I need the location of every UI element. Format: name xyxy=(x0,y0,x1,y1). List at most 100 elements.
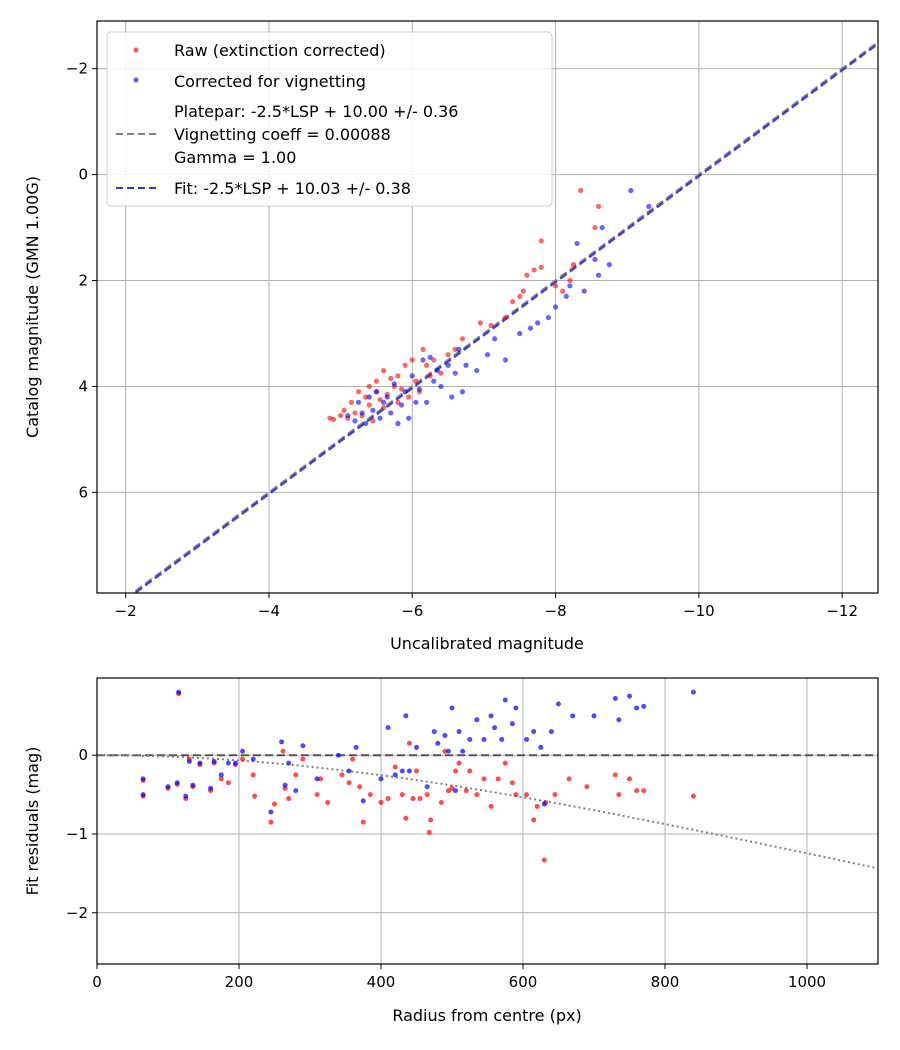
bottom-raw-point xyxy=(268,819,274,825)
legend-corrected-marker xyxy=(133,77,139,83)
top-corrected-point xyxy=(552,304,559,310)
bottom-raw-point xyxy=(453,768,459,774)
top-raw-point xyxy=(409,357,415,363)
top-raw-point xyxy=(413,378,419,384)
bottom-raw-point xyxy=(502,760,508,766)
top-corrected-point xyxy=(416,386,423,392)
top-x-tick-label: −6 xyxy=(401,602,423,620)
bottom-x-tick-label: 0 xyxy=(92,973,102,991)
bottom-raw-point xyxy=(378,799,384,805)
top-raw-point xyxy=(427,373,433,379)
bottom-corrected-point xyxy=(435,740,441,746)
bottom-raw-point xyxy=(524,792,530,798)
top-raw-point xyxy=(592,224,598,231)
top-y-tick-label: 4 xyxy=(78,377,88,395)
bottom-corrected-point xyxy=(524,736,530,742)
top-raw-point xyxy=(552,283,559,289)
bottom-reference-lines xyxy=(97,754,878,870)
bottom-y-axis-label: Fit residuals (mag) xyxy=(23,747,42,896)
top-corrected-point xyxy=(563,293,569,300)
bottom-raw-point xyxy=(428,817,434,823)
top-corrected-point xyxy=(402,389,408,395)
bottom-raw-point xyxy=(280,748,286,754)
top-corrected-point xyxy=(373,389,380,395)
bottom-corrected-point xyxy=(300,743,306,749)
bottom-corrected-point xyxy=(641,703,647,709)
bottom-corrected-point xyxy=(414,744,419,750)
bottom-raw-point xyxy=(385,796,391,802)
top-raw-point xyxy=(341,407,347,413)
bottom-plot-area xyxy=(97,678,878,964)
bottom-vignetting-curve xyxy=(97,754,878,870)
top-raw-point xyxy=(377,397,383,403)
top-corrected-point xyxy=(581,288,587,294)
bottom-raw-point xyxy=(456,760,462,766)
bottom-corrected-point xyxy=(492,725,498,731)
bottom-corrected-point xyxy=(406,768,412,774)
bottom-raw-point xyxy=(360,819,366,825)
bottom-corrected-point xyxy=(197,760,203,766)
bottom-corrected-point xyxy=(556,701,561,707)
bottom-raw-point xyxy=(414,768,419,774)
top-raw-point xyxy=(363,394,369,400)
top-corrected-point xyxy=(409,373,415,379)
bottom-raw-point xyxy=(634,788,640,794)
top-corrected-point xyxy=(434,367,440,374)
bottom-raw-point xyxy=(252,793,258,799)
bottom-corrected-point xyxy=(424,784,430,790)
bottom-raw-point xyxy=(481,776,487,782)
top-x-axis-label: Uncalibrated magnitude xyxy=(390,634,584,653)
top-corrected-point xyxy=(431,378,437,384)
bottom-raw-point xyxy=(424,792,430,798)
bottom-corrected-point xyxy=(467,736,473,742)
top-corrected-point xyxy=(423,399,430,405)
legend-corrected-label: Corrected for vignetting xyxy=(174,72,366,91)
bottom-y-tick-label: −1 xyxy=(66,825,88,843)
top-corrected-point xyxy=(492,336,498,342)
bottom-corrected-point xyxy=(279,739,285,745)
top-x-tick-label: −2 xyxy=(115,602,137,620)
bottom-raw-point xyxy=(616,792,622,798)
bottom-raw-point xyxy=(641,788,647,794)
top-raw-point xyxy=(477,320,483,326)
top-raw-point xyxy=(531,267,537,273)
bottom-raw-point xyxy=(495,776,501,782)
bottom-raw-point xyxy=(442,748,448,754)
bottom-raw-point xyxy=(399,792,405,798)
bottom-raw-point xyxy=(463,788,469,794)
top-fit-line xyxy=(132,42,878,593)
top-raw-point xyxy=(406,394,412,400)
bottom-corrected-point xyxy=(509,721,515,727)
top-raw-point xyxy=(538,238,544,244)
top-corrected-point xyxy=(567,283,573,289)
bottom-corrected-point xyxy=(183,793,189,799)
bottom-corrected-point xyxy=(460,748,466,754)
bottom-corrected-point xyxy=(481,736,487,742)
bottom-corrected-point xyxy=(360,798,366,804)
bottom-raw-point xyxy=(346,780,352,786)
top-corrected-point xyxy=(377,415,383,421)
top-raw-point xyxy=(509,299,516,305)
top-raw-point xyxy=(366,402,372,408)
legend-gamma-label: Gamma = 1.00 xyxy=(174,148,296,167)
top-y-tick-label: 0 xyxy=(78,166,88,184)
top-x-tick-label: −8 xyxy=(545,602,567,620)
bottom-corrected-point xyxy=(403,713,409,719)
bottom-corrected-point xyxy=(548,729,554,735)
bottom-corrected-point xyxy=(378,776,384,782)
top-x-tick-label: −10 xyxy=(683,602,715,620)
top-raw-point xyxy=(348,399,354,405)
top-corrected-point xyxy=(438,383,444,390)
top-points xyxy=(327,187,652,427)
top-y-axis-label: Catalog magnitude (GMN 1.00G) xyxy=(23,176,42,438)
top-raw-point xyxy=(567,277,573,284)
bottom-raw-point xyxy=(417,796,423,802)
top-corrected-point xyxy=(646,203,652,209)
bottom-raw-point xyxy=(325,799,331,805)
top-corrected-point xyxy=(449,394,455,400)
bottom-raw-point xyxy=(410,796,416,802)
bottom-corrected-point xyxy=(431,729,437,735)
bottom-corrected-point xyxy=(190,782,196,788)
top-corrected-point xyxy=(459,389,466,395)
top-y-tick-label: 2 xyxy=(78,272,88,290)
